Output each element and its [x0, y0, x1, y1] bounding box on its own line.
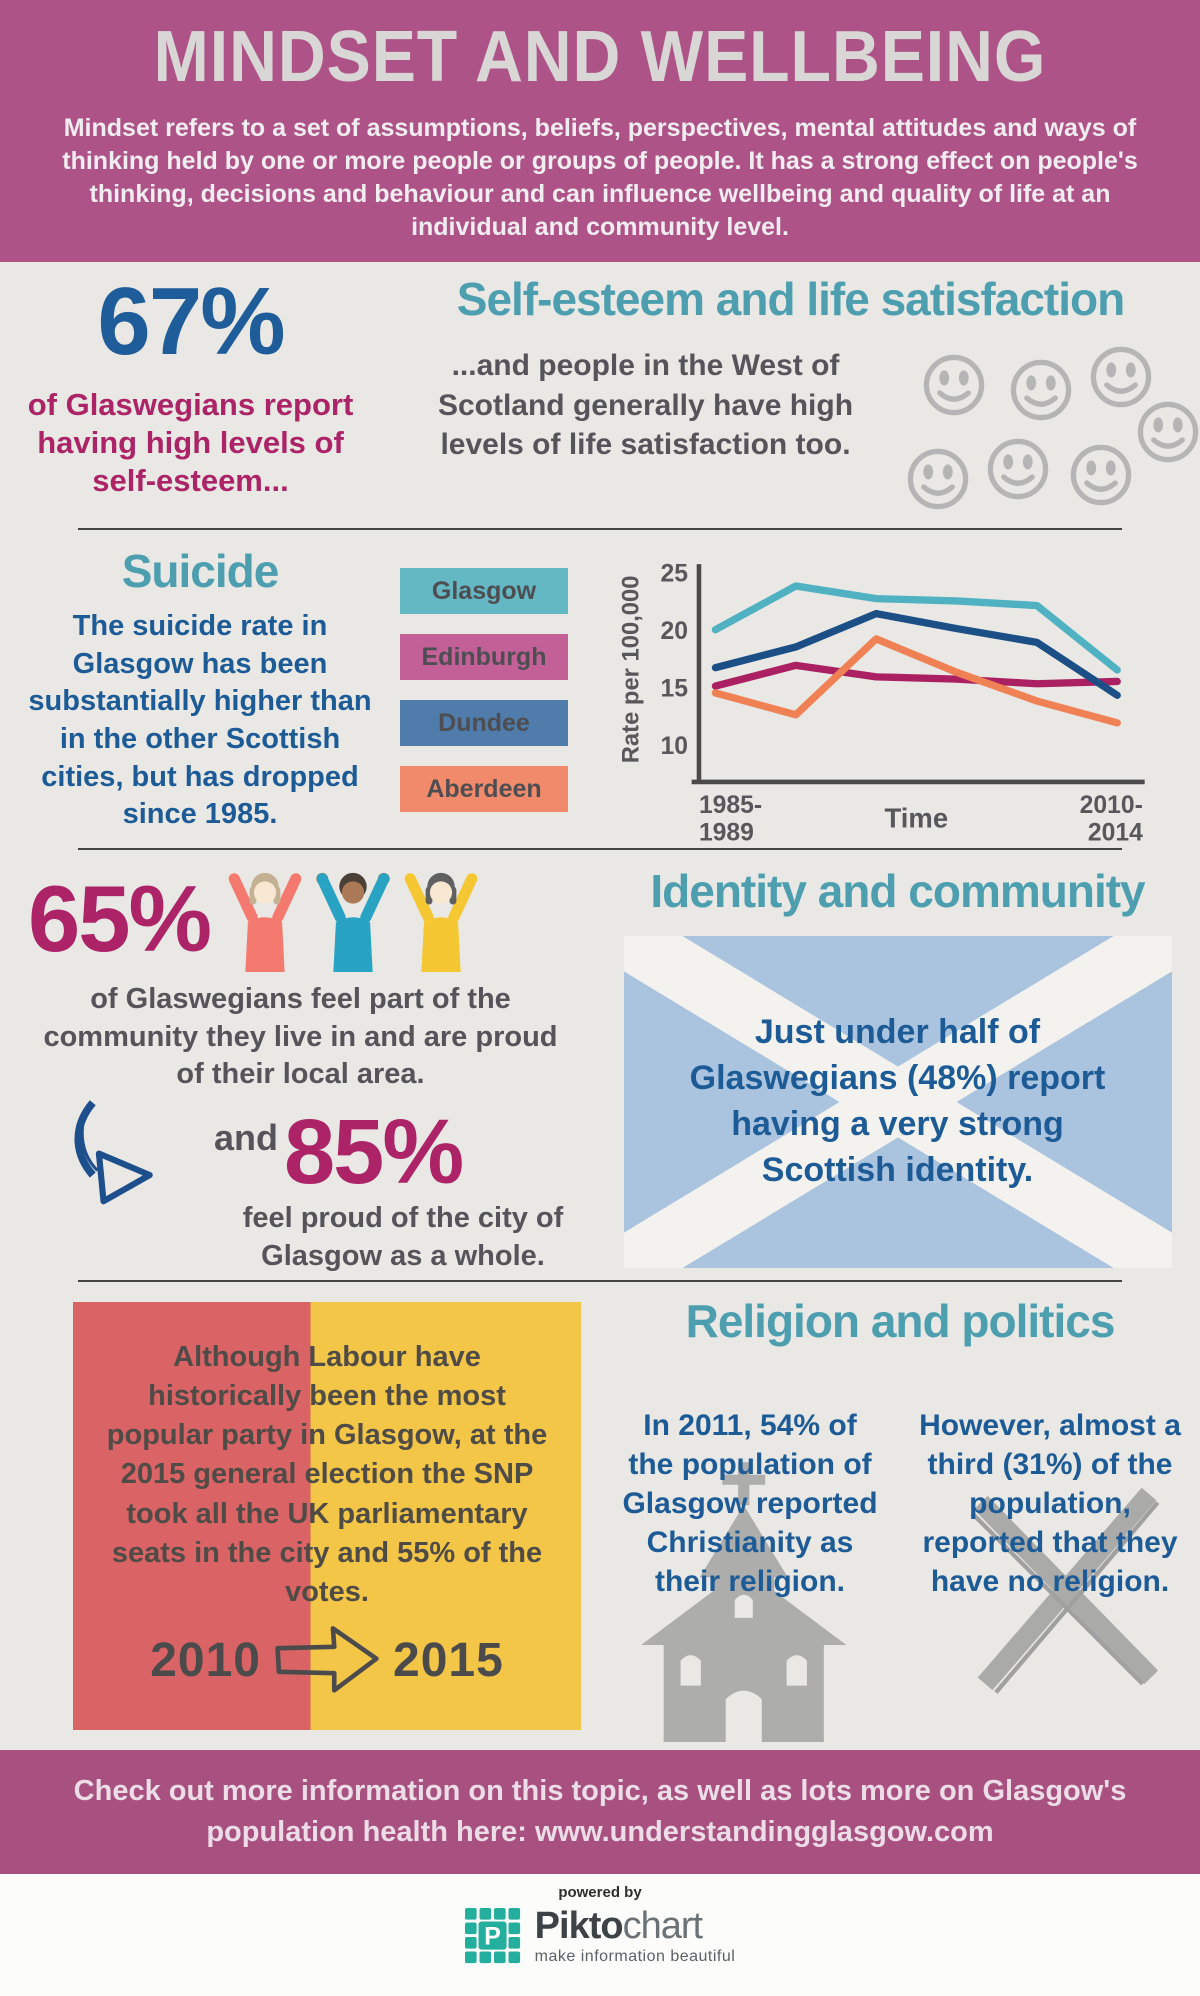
legend-label: Glasgow — [431, 576, 537, 605]
suicide-heading: Suicide — [121, 545, 280, 597]
stat-67-percent: 67% — [97, 268, 285, 375]
community-stat-row: 65% — [28, 850, 595, 977]
y-tick-label: 15 — [661, 676, 689, 703]
suicide-line-chart: 10 15 20 25 Rate per 100,000 1985-1989 2010-20… — [618, 561, 1145, 847]
scotland-flag: Just under half of Glaswegians (48%) rep… — [623, 936, 1172, 1268]
header-subtitle: Mindset refers to a set of assumptions, … — [62, 114, 1138, 241]
line-series-dundee — [711, 609, 1121, 699]
line-series-aberdeen — [711, 635, 1121, 727]
line-series-edinburgh — [711, 661, 1121, 690]
saltire-flag-icon — [623, 936, 1172, 1268]
community-and-row: and 85% — [28, 1096, 595, 1208]
self-esteem-row: ...and people in the West of Scotland ge… — [381, 346, 1200, 524]
self-esteem-right: Self-esteem and life satisfaction ...and… — [381, 262, 1200, 528]
brand-light: chart — [622, 1905, 703, 1947]
legend-label: Dundee — [438, 708, 530, 737]
community-right: Identity and community Just under half o… — [595, 850, 1200, 1280]
cheering-person-icon — [224, 866, 312, 977]
stat-85-percent: 85% — [284, 1101, 464, 1204]
stat-65-percent: 65% — [28, 866, 212, 971]
smiley-face-icon — [906, 447, 970, 511]
section-community: 65% of Glaswegians feel part of the comm… — [0, 850, 1200, 1280]
section-divider — [78, 528, 1122, 530]
no-religion-text: However, almost a third (31%) of the pop… — [919, 1409, 1181, 1598]
politics-left: Although Labour have historically been t… — [0, 1282, 600, 1748]
identity-heading: Identity and community — [650, 865, 1145, 917]
page-title: MINDSET AND WELLBEING — [153, 17, 1047, 97]
self-esteem-heading: Self-esteem and life satisfaction — [456, 273, 1125, 325]
identity-stat-text: Just under half of Glaswegians (48%) rep… — [689, 1013, 1106, 1189]
piktochart-icon: P — [464, 1907, 520, 1963]
christianity-column: In 2011, 54% of the population of Glasgo… — [600, 1378, 900, 1742]
smiley-face-icon — [1009, 358, 1073, 422]
legend-item-aberdeen: Aberdeen — [400, 766, 568, 812]
section-suicide: Suicide The suicide rate in Glasgow has … — [0, 530, 1200, 848]
legend-item-edinburgh: Edinburgh — [400, 634, 568, 680]
brand-bold: Pikto — [534, 1905, 624, 1947]
legend-item-dundee: Dundee — [400, 700, 568, 746]
powered-by-label: powered by — [558, 1884, 642, 1901]
y-tick-label: 25 — [661, 561, 689, 588]
y-tick-label: 20 — [661, 618, 688, 645]
chart-area: 10 15 20 25 Rate per 100,000 1985-1989 2010-20… — [568, 544, 1200, 848]
smiley-face-icon — [1089, 345, 1153, 409]
election-years-row: 2010 2015 — [73, 1620, 581, 1700]
year-2010: 2010 — [150, 1633, 261, 1687]
church-icon — [641, 1462, 847, 1742]
x-tick-first: 1985-1989 — [699, 792, 762, 846]
year-2015: 2015 — [393, 1633, 504, 1687]
cheering-people-icons — [224, 866, 488, 977]
section-divider — [78, 848, 1122, 850]
religion-heading: Religion and politics — [685, 1295, 1116, 1347]
brand-tagline: make information beautiful — [534, 1948, 736, 1965]
svg-text:P: P — [484, 1922, 501, 1950]
community-left: 65% of Glaswegians feel part of the comm… — [0, 850, 595, 1280]
smiley-face-icon — [1069, 443, 1133, 507]
line-series-glasgow — [711, 582, 1121, 674]
footer-text: Check out more information on this topic… — [73, 1775, 1127, 1848]
smiley-cluster — [900, 346, 1200, 524]
religion-right: Religion and politics — [600, 1282, 1200, 1748]
x-cross-icon — [970, 1487, 1160, 1694]
labour-snp-block: Although Labour have historically been t… — [73, 1302, 581, 1730]
header-band: MINDSET AND WELLBEING Mindset refers to … — [0, 0, 1200, 262]
smiley-face-icon — [1136, 400, 1200, 464]
right-arrow-icon — [275, 1626, 379, 1693]
self-esteem-body: ...and people in the West of Scotland ge… — [437, 349, 854, 462]
legend-label: Edinburgh — [421, 642, 547, 671]
y-tick-label: 10 — [661, 733, 688, 760]
chart-legend: Glasgow Edinburgh Dundee Aberdeen — [400, 568, 568, 848]
politics-body: Although Labour have historically been t… — [106, 1341, 548, 1608]
branding-area: powered by P Piktochart make inform — [0, 1874, 1200, 1996]
sketch-arrow-icon — [74, 1100, 153, 1205]
and-label: and — [214, 1117, 279, 1159]
suicide-text-block: Suicide The suicide rate in Glasgow has … — [0, 544, 400, 848]
suicide-body: The suicide rate in Glasgow has been sub… — [28, 610, 372, 831]
section-self-esteem: 67% of Glaswegians report having high le… — [0, 262, 1200, 528]
stat-67-caption: of Glaswegians report having high levels… — [27, 387, 354, 498]
x-tick-last: 2010-2014 — [1080, 792, 1143, 846]
cheering-person-icon — [312, 866, 400, 977]
self-esteem-stat-block: 67% of Glaswegians report having high le… — [0, 262, 381, 528]
legend-item-glasgow: Glasgow — [400, 568, 568, 614]
religion-columns: In 2011, 54% of the population of Glasgo… — [600, 1378, 1200, 1742]
section-politics-religion: Although Labour have historically been t… — [0, 1282, 1200, 1748]
piktochart-wordmark: Piktochart make information beautiful — [535, 1907, 736, 1966]
community-body: of Glaswegians feel part of the communit… — [43, 983, 558, 1091]
no-religion-column: However, almost a third (31%) of the pop… — [900, 1378, 1200, 1694]
legend-label: Aberdeen — [426, 774, 542, 803]
y-axis-label: Rate per 100,000 — [618, 576, 645, 764]
piktochart-logo: P Piktochart make information beautiful — [464, 1907, 736, 1966]
christianity-text: In 2011, 54% of the population of Glasgo… — [622, 1409, 878, 1598]
footer-band: Check out more information on this topic… — [0, 1750, 1200, 1874]
section-divider — [78, 1280, 1122, 1282]
cheering-person-icon — [400, 866, 488, 977]
smiley-face-icon — [922, 353, 986, 417]
community-body-2: feel proud of the city of Glasgow as a w… — [242, 1202, 564, 1272]
x-axis-label: Time — [885, 803, 949, 834]
smiley-face-icon — [986, 437, 1050, 501]
